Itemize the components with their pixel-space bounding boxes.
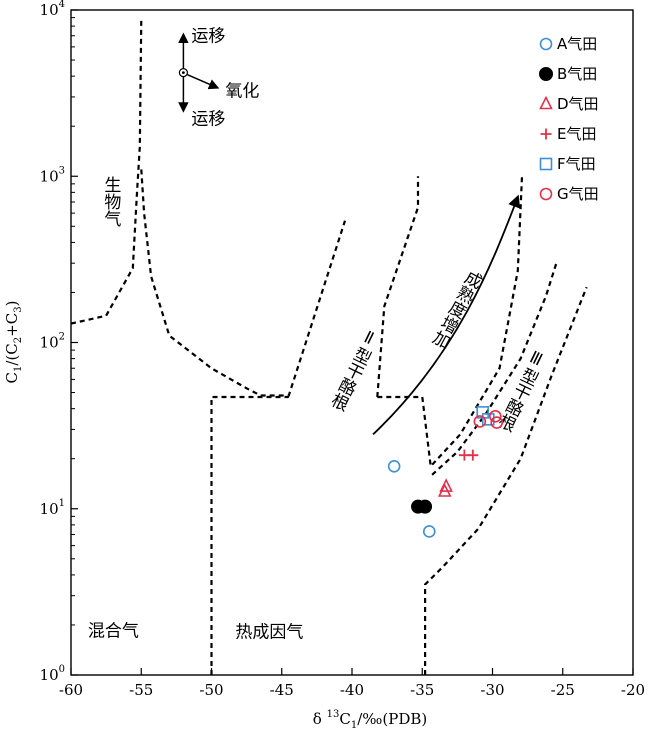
- side-arrow-icon: [187, 73, 220, 90]
- region-label-1: 混合气: [88, 622, 139, 642]
- x-tick-label-8: -20: [621, 681, 645, 699]
- region-label-3: Ⅱ型干酪根: [326, 325, 383, 413]
- x-tick-label-7: -25: [551, 681, 575, 699]
- plot-frame: [70, 9, 634, 676]
- y-tick-label-2: 102: [40, 332, 65, 352]
- boundary-line-2: [210, 395, 289, 675]
- x-tick-label-0: -60: [59, 681, 83, 699]
- x-tick-label-5: -35: [410, 681, 434, 699]
- indicator-dot-icon: [182, 71, 185, 75]
- legend-marker-1: [539, 67, 553, 81]
- legend-marker-5: [539, 187, 553, 201]
- point-s5-1: [489, 409, 502, 423]
- legend-label-0: A气田: [557, 35, 597, 53]
- x-axis-ticks: -60 -55 -50 -45 -40 -35 -30 -25 -20: [59, 668, 645, 699]
- data-points: [387, 406, 504, 538]
- x-axis-label: δ 13C1/‰(PDB): [313, 709, 427, 730]
- legend-marker-0: [539, 37, 553, 51]
- y-tick-label-3: 103: [40, 165, 65, 185]
- legend-label-4: F气田: [557, 155, 596, 173]
- maturity-arrow: [372, 194, 521, 436]
- legend-label-5: G气田: [557, 185, 599, 203]
- boundary-line-6: [431, 260, 559, 476]
- legend-label-2: D气田: [557, 95, 599, 113]
- boundary-line-1: [140, 169, 347, 397]
- y-tick-label-0: 100: [40, 664, 65, 684]
- indicator-up-label: 运移: [191, 27, 225, 47]
- boundary-line-3: [376, 176, 420, 398]
- legend: A气田 B气田 D气田 E气田 F气田 G气田: [539, 35, 599, 203]
- point-s3-1: [467, 449, 479, 461]
- legend-marker-3: [540, 128, 552, 140]
- legend-marker-4: [539, 157, 553, 171]
- point-s0-1: [422, 525, 436, 538]
- y-axis-ticks: 100 101 102 103 104: [40, 0, 78, 684]
- y-tick-label-4: 104: [40, 0, 65, 19]
- boundary-line-5: [424, 286, 588, 675]
- x-tick-label-4: -40: [340, 681, 364, 699]
- indicator-down-label: 运移: [191, 110, 225, 130]
- x-tick-label-3: -45: [270, 681, 294, 699]
- boundary-line-4: [377, 176, 524, 469]
- point-s5-2: [490, 416, 504, 429]
- point-s1-1: [418, 499, 433, 514]
- y-axis-label: C1/(C2+C3): [3, 301, 24, 384]
- maturity-curve: [372, 194, 521, 436]
- y-tick-label-1: 101: [40, 498, 65, 518]
- x-tick-label-2: -50: [199, 681, 223, 699]
- point-s5-0: [473, 415, 487, 428]
- point-s0-0: [387, 460, 401, 473]
- point-s4-1: [481, 413, 495, 426]
- x-tick-label-6: -30: [480, 681, 504, 699]
- region-label-0: 生物气: [100, 176, 121, 227]
- legend-label-1: B气田: [557, 65, 597, 83]
- x-tick-label-1: -55: [129, 681, 153, 699]
- zone-boundaries: [70, 17, 588, 675]
- legend-marker-2: [539, 95, 553, 110]
- boundary-line-0: [70, 17, 143, 325]
- point-s2-1: [439, 478, 453, 492]
- legend-label-3: E气田: [557, 125, 596, 143]
- indicator-side-label: 氧化: [225, 82, 259, 102]
- region-label-5: 成熟度增加: [427, 266, 485, 351]
- region-label-2: 热成因气: [235, 623, 303, 643]
